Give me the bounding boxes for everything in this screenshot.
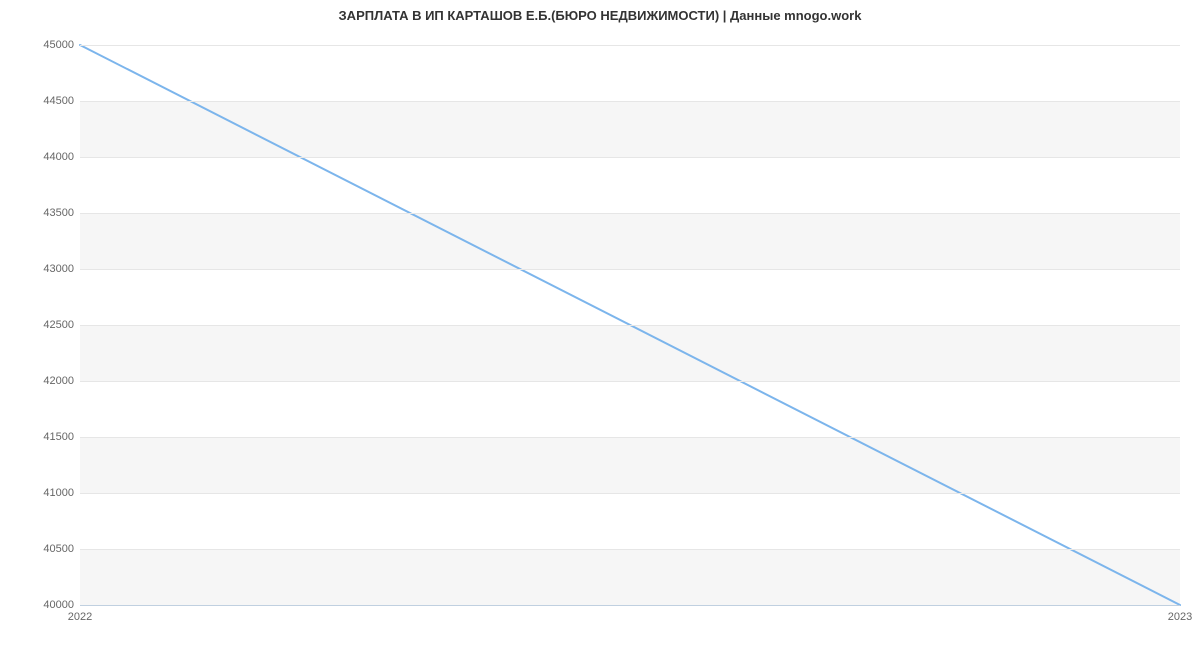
x-tick-label: 2022 [68,611,92,623]
y-tick-label: 44500 [43,95,74,107]
y-tick-label: 40500 [43,543,74,555]
y-tick-label: 43500 [43,207,74,219]
chart-container: ЗАРПЛАТА В ИП КАРТАШОВ Е.Б.(БЮРО НЕДВИЖИ… [0,0,1200,650]
y-tick-label: 43000 [43,263,74,275]
y-gridline [80,101,1180,102]
y-gridline [80,437,1180,438]
y-gridline [80,549,1180,550]
chart-title: ЗАРПЛАТА В ИП КАРТАШОВ Е.Б.(БЮРО НЕДВИЖИ… [0,8,1200,23]
x-axis-line [80,605,1180,606]
plot-area: 4000040500410004150042000425004300043500… [80,45,1180,605]
y-gridline [80,269,1180,270]
y-tick-label: 40000 [43,599,74,611]
y-tick-label: 42500 [43,319,74,331]
y-tick-label: 41500 [43,431,74,443]
y-tick-label: 45000 [43,39,74,51]
y-tick-label: 41000 [43,487,74,499]
y-tick-label: 44000 [43,151,74,163]
y-gridline [80,45,1180,46]
y-gridline [80,325,1180,326]
y-gridline [80,213,1180,214]
y-gridline [80,493,1180,494]
y-tick-label: 42000 [43,375,74,387]
y-gridline [80,381,1180,382]
y-gridline [80,157,1180,158]
x-tick-label: 2023 [1168,611,1192,623]
